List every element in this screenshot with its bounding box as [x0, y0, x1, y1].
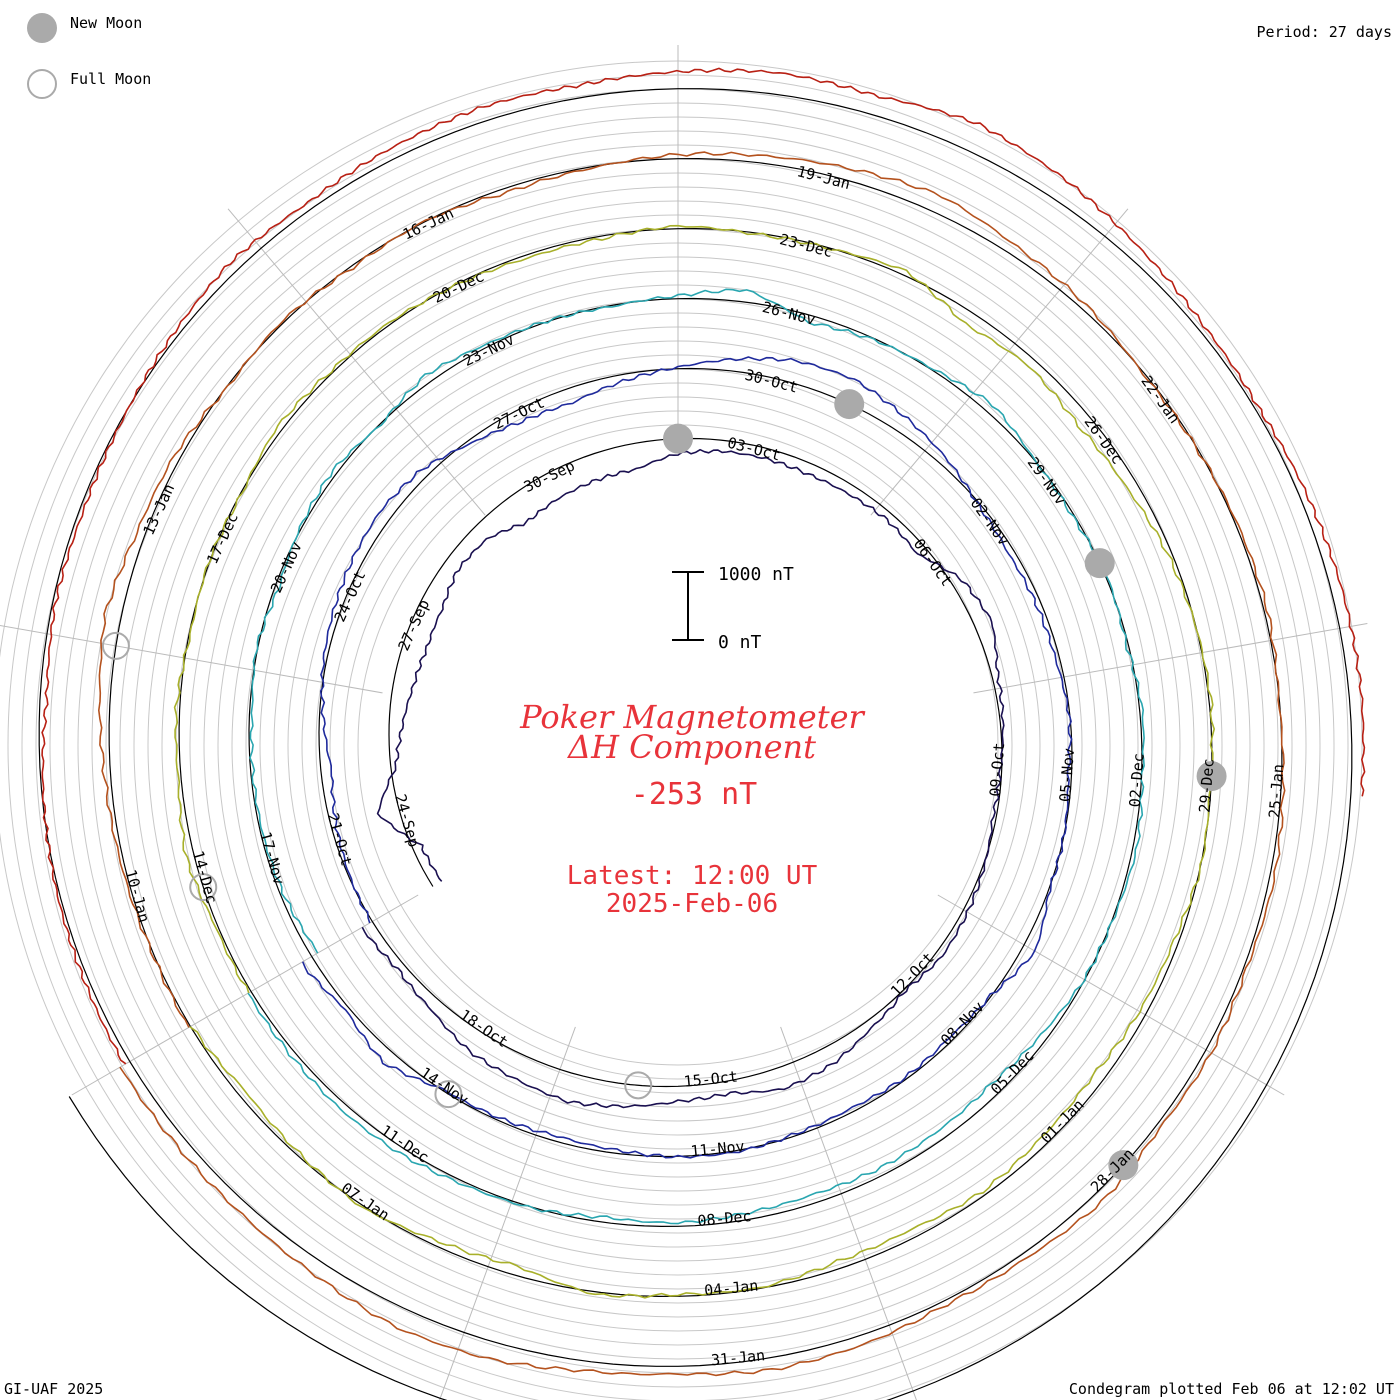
- latest-time: Latest: 12:00 UT: [567, 861, 818, 891]
- spoke-line: [71, 894, 419, 1096]
- date-label: 22-Jan: [1137, 372, 1183, 427]
- date-label: 20-Dec: [430, 267, 487, 307]
- date-label: 23-Dec: [778, 230, 835, 261]
- full-moon-marker: [189, 873, 218, 902]
- spoke-line: [0, 624, 383, 694]
- spokes: [0, 45, 1368, 1400]
- period-label: Period: 27 days: [1256, 23, 1392, 41]
- new-moon-marker: [663, 423, 693, 454]
- full-moon-marker: [624, 1071, 653, 1100]
- series-line: [301, 356, 1073, 1159]
- series-line: [247, 288, 1145, 1225]
- date-label: 03-Oct: [726, 434, 783, 465]
- scale-bottom-label: 0 nT: [718, 632, 762, 653]
- date-label: 31-Jan: [710, 1346, 766, 1369]
- date-label: 29-Nov: [1024, 454, 1070, 509]
- chart-subtitle: ΔH Component: [566, 728, 816, 766]
- new-moon-marker: [1108, 1150, 1139, 1181]
- spoke-line: [439, 1026, 576, 1400]
- spoke-line: [937, 894, 1285, 1096]
- date-label: 06-Oct: [910, 535, 956, 590]
- moon-markers: [101, 389, 1227, 1181]
- moon-legend: [27, 13, 57, 99]
- date-label: 23-Nov: [460, 330, 517, 370]
- date-label: 08-Dec: [697, 1207, 753, 1230]
- spoke-line: [227, 208, 486, 516]
- date-label: 30-Sep: [521, 457, 578, 497]
- series-line: [361, 448, 1005, 1109]
- series-line: [173, 224, 1215, 1299]
- date-label: 27-Oct: [491, 393, 548, 433]
- date-label: 09-Oct: [986, 742, 1008, 797]
- full-moon-marker: [434, 1080, 463, 1109]
- legend-new-moon-icon: [27, 13, 57, 43]
- ring-grid: [0, 60, 1363, 1400]
- series-line: [98, 151, 1286, 1377]
- legend-full-moon-label: Full Moon: [70, 70, 152, 88]
- date-label: 02-Nov: [967, 495, 1013, 550]
- spoke-line: [780, 1026, 917, 1400]
- series-line: [41, 67, 1366, 1065]
- scale-bar: 1000 nT 0 nT: [672, 564, 794, 653]
- date-label: 24-Sep: [391, 792, 423, 849]
- date-label: 25-Jan: [1265, 763, 1287, 818]
- full-moon-marker: [101, 631, 130, 660]
- series-group: [41, 67, 1366, 1377]
- date-label: 16-Jan: [400, 204, 457, 244]
- new-moon-marker: [1084, 548, 1115, 579]
- date-label: 26-Dec: [1081, 413, 1127, 468]
- date-label: 01-Jan: [1037, 1096, 1088, 1147]
- date-label: 29-Dec: [1196, 758, 1218, 813]
- date-label: 12-Oct: [887, 949, 938, 1000]
- latest-date: 2025-Feb-06: [606, 889, 778, 919]
- date-label: 02-Dec: [1126, 753, 1148, 808]
- date-label: 11-Nov: [690, 1137, 746, 1160]
- spoke-line: [973, 622, 1368, 694]
- legend-new-moon-label: New Moon: [70, 14, 143, 32]
- date-label: 15-Oct: [683, 1068, 739, 1091]
- chart-title: Poker Magnetometer: [519, 698, 865, 736]
- date-label: 05-Nov: [1056, 747, 1078, 802]
- credit-label: GI-UAF 2025: [4, 1380, 104, 1398]
- new-moon-marker: [834, 389, 865, 420]
- legend-full-moon-icon: [27, 69, 57, 99]
- date-label: 08-Nov: [937, 998, 988, 1049]
- plotted-label: Condegram plotted Feb 06 at 12:02 UT: [1068, 1380, 1394, 1398]
- date-label: 30-Oct: [743, 366, 800, 397]
- spoke-line: [870, 208, 1129, 516]
- new-moon-marker: [1196, 761, 1227, 792]
- date-label: 05-Dec: [987, 1047, 1038, 1098]
- date-label: 04-Jan: [703, 1277, 759, 1300]
- current-value: -253 nT: [631, 777, 757, 812]
- scale-top-label: 1000 nT: [718, 564, 794, 585]
- baseline-spiral: [371, 437, 1003, 1088]
- date-label: 26-Nov: [760, 298, 817, 329]
- baseline-spiral: [38, 88, 1353, 1400]
